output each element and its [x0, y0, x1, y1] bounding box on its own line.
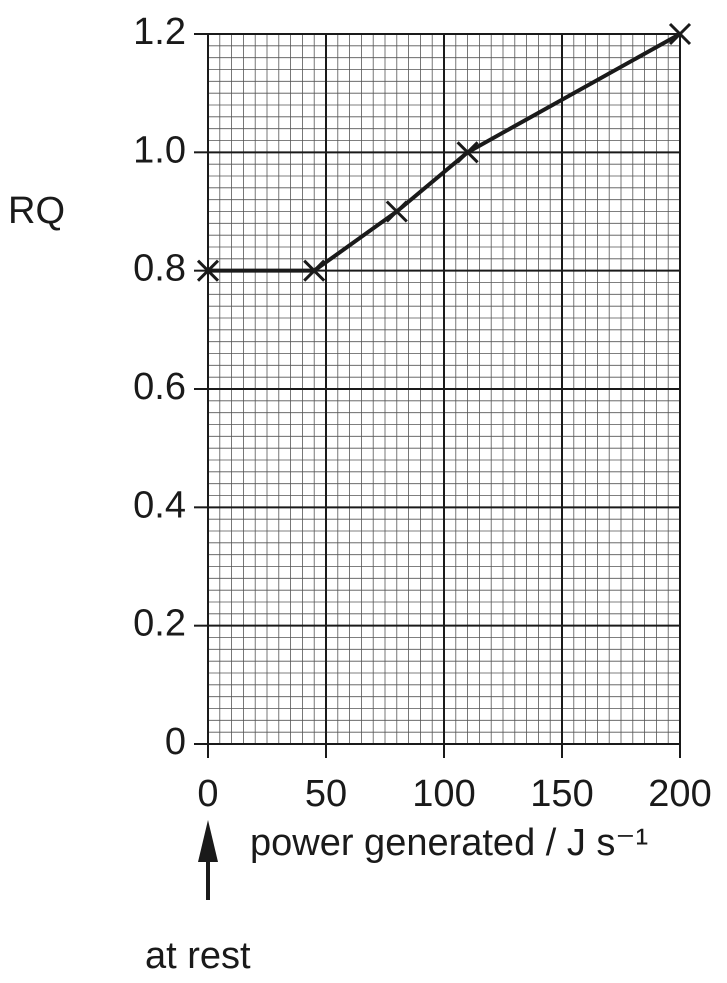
point-marker: [303, 259, 326, 282]
point-marker: [456, 141, 479, 164]
x-tick-label: 0: [197, 773, 218, 815]
y-tick-label: 0: [165, 721, 186, 763]
y-tick-label: 0.8: [133, 248, 186, 290]
x-tick-label: 50: [305, 773, 347, 815]
x-tick-label: 100: [412, 773, 475, 815]
arrow-head: [198, 820, 218, 862]
y-tick-label: 1.0: [133, 129, 186, 171]
y-tick-label: 1.2: [133, 11, 186, 53]
y-tick-label: 0.6: [133, 366, 186, 408]
x-axis-label: power generated / J s⁻¹: [250, 822, 648, 864]
y-tick-label: 0.2: [133, 603, 186, 645]
y-tick-label: 0.4: [133, 484, 186, 526]
x-tick-label: 150: [530, 773, 593, 815]
annotation: at rest: [145, 935, 251, 977]
point-marker: [385, 200, 408, 223]
x-tick-label: 200: [648, 773, 711, 815]
point-marker: [668, 22, 692, 46]
y-axis-label: RQ: [8, 190, 65, 232]
point-marker: [196, 259, 220, 282]
